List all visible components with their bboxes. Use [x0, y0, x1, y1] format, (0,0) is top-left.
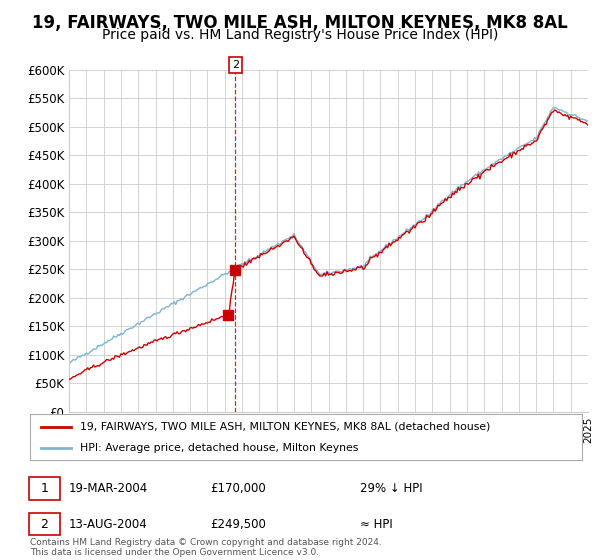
Text: £249,500: £249,500	[210, 517, 266, 531]
Text: 29% ↓ HPI: 29% ↓ HPI	[360, 482, 422, 495]
Text: HPI: Average price, detached house, Milton Keynes: HPI: Average price, detached house, Milt…	[80, 443, 358, 453]
Text: 2: 2	[40, 517, 49, 531]
Text: 19-MAR-2004: 19-MAR-2004	[69, 482, 148, 495]
Text: Contains HM Land Registry data © Crown copyright and database right 2024.
This d: Contains HM Land Registry data © Crown c…	[30, 538, 382, 557]
Text: Price paid vs. HM Land Registry's House Price Index (HPI): Price paid vs. HM Land Registry's House …	[102, 28, 498, 42]
Text: 13-AUG-2004: 13-AUG-2004	[69, 517, 148, 531]
Text: 19, FAIRWAYS, TWO MILE ASH, MILTON KEYNES, MK8 8AL: 19, FAIRWAYS, TWO MILE ASH, MILTON KEYNE…	[32, 14, 568, 32]
Text: 1: 1	[40, 482, 49, 495]
Text: 2: 2	[232, 60, 239, 70]
Text: 19, FAIRWAYS, TWO MILE ASH, MILTON KEYNES, MK8 8AL (detached house): 19, FAIRWAYS, TWO MILE ASH, MILTON KEYNE…	[80, 422, 490, 432]
Text: £170,000: £170,000	[210, 482, 266, 495]
Text: ≈ HPI: ≈ HPI	[360, 517, 393, 531]
